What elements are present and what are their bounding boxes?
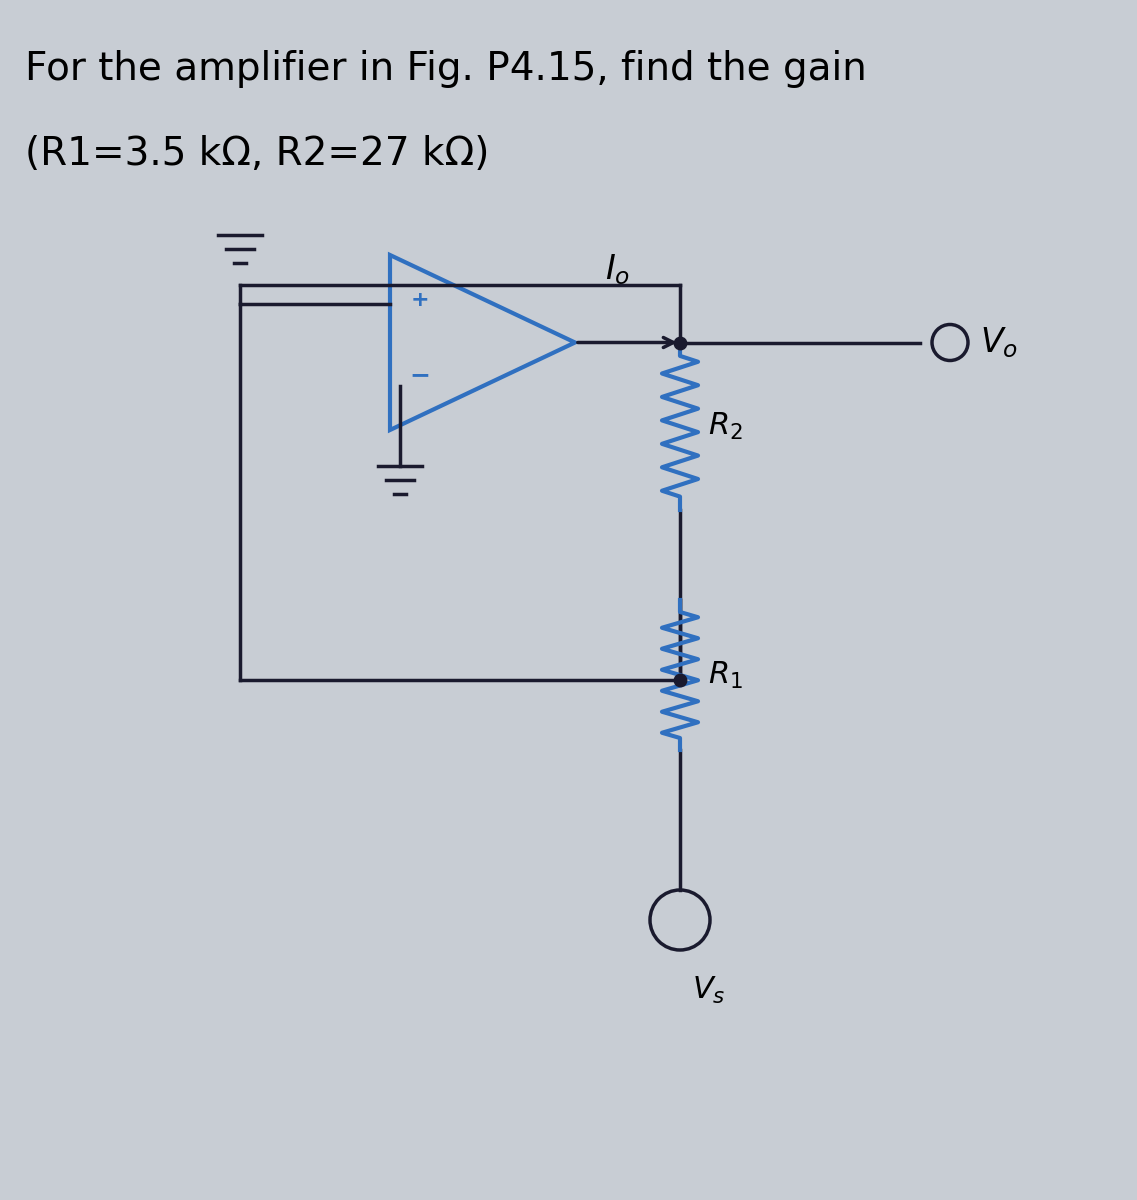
Text: $V_o$: $V_o$ [980,325,1018,360]
Text: $R_1$: $R_1$ [708,660,742,690]
Text: For the amplifier in Fig. P4.15, find the gain: For the amplifier in Fig. P4.15, find th… [25,50,866,88]
Text: −: − [409,362,431,386]
Text: (R1=3.5 kΩ, R2=27 kΩ): (R1=3.5 kΩ, R2=27 kΩ) [25,134,489,173]
Text: $I_o$: $I_o$ [605,253,630,288]
Text: $R_2$: $R_2$ [708,410,742,442]
Text: $V_s$: $V_s$ [692,974,725,1006]
Text: +: + [410,290,430,310]
